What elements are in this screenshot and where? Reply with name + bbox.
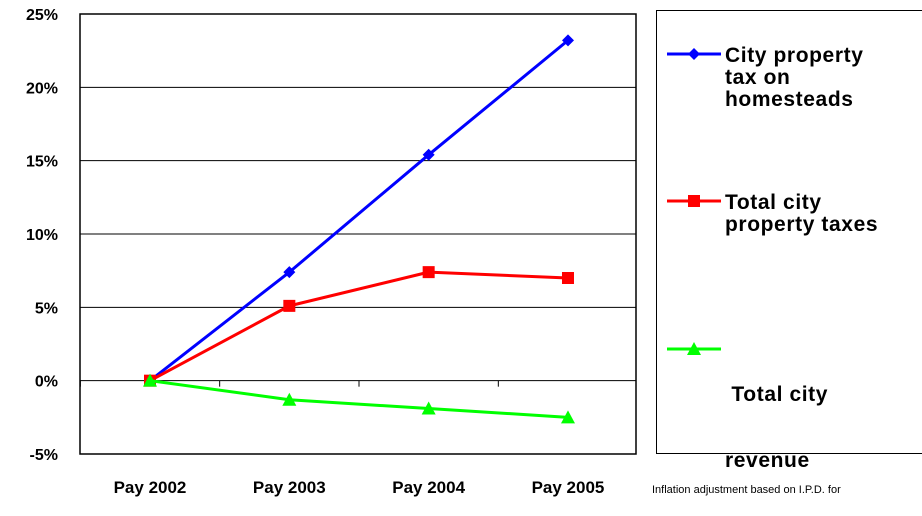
legend-line: property taxes	[725, 213, 879, 236]
data-point-diamond	[422, 148, 435, 161]
series-line	[149, 270, 569, 382]
x-tick-label: Pay 2003	[253, 478, 326, 497]
legend-line: homesteads	[725, 88, 854, 111]
legend-item-total-property-taxes: Total city property taxes	[665, 192, 878, 236]
data-point-triangle	[421, 401, 436, 415]
grid-lines	[80, 86, 636, 382]
line-chart: 25%20%15%10%5%0%-5% Pay 2002 Pay 2003 Pay …	[26, 7, 637, 497]
x-axis	[79, 380, 499, 387]
data-point-triangle	[282, 392, 297, 406]
y-tick-label: -5%	[30, 447, 58, 464]
legend-line: Total city	[725, 383, 829, 406]
data-point-triangle	[143, 373, 157, 387]
y-tick-label: 15%	[26, 154, 58, 171]
data-point-diamond	[561, 34, 574, 47]
data-point-diamond	[283, 266, 296, 279]
legend-line: City property	[725, 44, 864, 67]
data-point-triangle	[560, 410, 575, 424]
data-series	[143, 34, 575, 424]
x-tick-label: Pay 2004	[392, 478, 465, 497]
legend-item-homestead-tax: City property tax on homesteads	[665, 45, 864, 111]
legend-label-total-revenue: Total city revenue	[725, 340, 828, 516]
x-tick-label: Pay 2002	[114, 478, 187, 497]
data-point-square	[283, 299, 296, 312]
legend-swatch-green-triangle	[667, 342, 721, 355]
legend-line: tax on	[725, 66, 791, 89]
legend-line: Total city	[725, 191, 822, 214]
plot-area-border	[79, 13, 637, 455]
y-tick-label: 10%	[26, 227, 58, 244]
legend-item-total-revenue: Total city revenue	[665, 340, 828, 516]
footnote: Inflation adjustment based on I.P.D. for	[652, 484, 841, 496]
legend-swatch-blue-diamond	[667, 48, 721, 60]
y-axis-labels: 25% 20% 15% 10% 5% 0% -5%	[26, 7, 58, 464]
y-tick-label: 0%	[35, 374, 58, 391]
legend-label-total-property-taxes: Total city property taxes	[725, 192, 878, 236]
series-line	[149, 379, 569, 419]
legend-swatch-red-square	[667, 195, 721, 207]
series-line	[149, 39, 569, 382]
x-axis-labels: Pay 2002 Pay 2003 Pay 2004 Pay 2005	[114, 478, 605, 497]
data-point-square	[561, 272, 574, 284]
legend: City property tax on homesteads Total ci…	[656, 10, 922, 472]
x-tick-label: Pay 2005	[532, 478, 605, 497]
data-point-square	[422, 266, 435, 279]
legend-line: revenue	[725, 449, 810, 472]
y-tick-label: 20%	[26, 80, 58, 97]
legend-label-homestead-tax: City property tax on homesteads	[725, 45, 864, 111]
y-tick-label: 5%	[35, 300, 58, 317]
y-tick-label: 25%	[26, 7, 58, 24]
